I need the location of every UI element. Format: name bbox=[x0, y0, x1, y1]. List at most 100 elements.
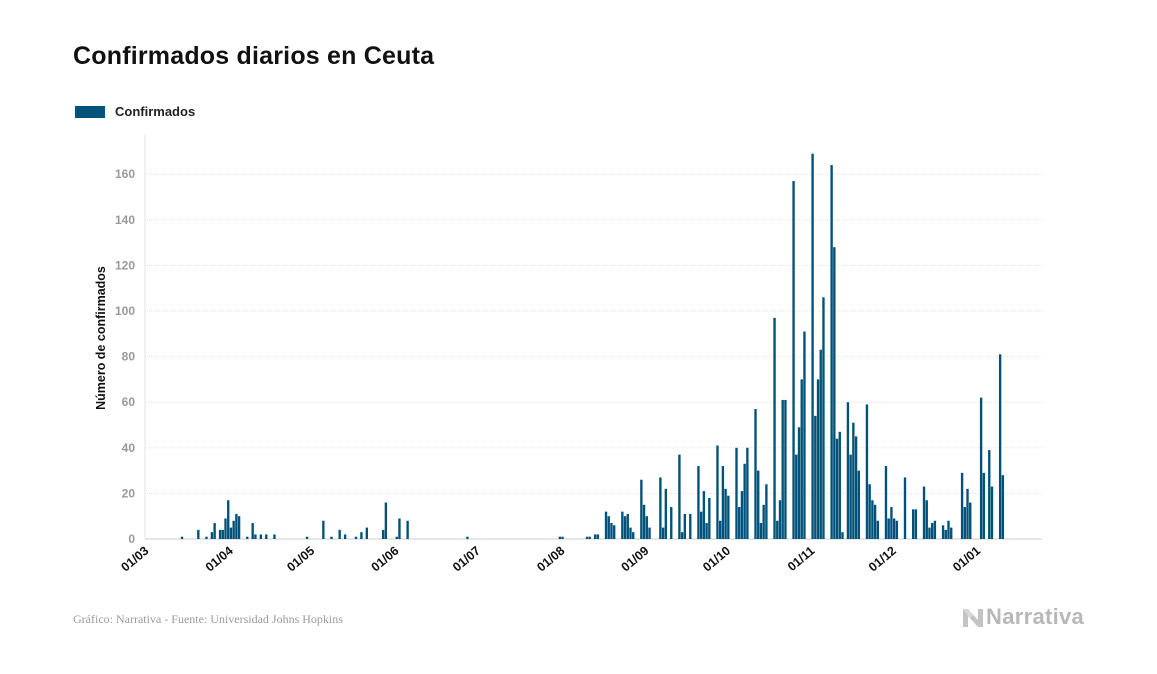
brand-name: Narrativa bbox=[986, 604, 1085, 629]
bar-2020-10-18 bbox=[773, 317, 776, 539]
bar-2020-11-30 bbox=[890, 507, 893, 539]
y-tick-label: 40 bbox=[122, 441, 136, 455]
bar-2020-04-29 bbox=[305, 536, 309, 539]
bar-2020-12-02 bbox=[895, 520, 899, 539]
bar-2020-11-11 bbox=[838, 431, 841, 539]
bar-2020-08-23 bbox=[621, 511, 624, 539]
bar-2020-11-09 bbox=[833, 247, 836, 539]
x-tick-label: 01/10 bbox=[700, 544, 733, 575]
bar-2020-11-29 bbox=[887, 518, 890, 539]
bar-2020-08-30 bbox=[640, 479, 643, 539]
bar-2020-09-28 bbox=[719, 520, 722, 539]
bar-2020-10-11 bbox=[754, 409, 757, 539]
bar-2020-11-05 bbox=[822, 297, 825, 539]
bar-2020-08-01 bbox=[561, 536, 564, 539]
bar-2020-10-21 bbox=[781, 399, 784, 539]
bar-2020-08-24 bbox=[623, 516, 627, 539]
bar-2020-11-17 bbox=[854, 436, 858, 539]
bar-2020-09-07 bbox=[661, 527, 665, 539]
bars bbox=[180, 153, 1005, 540]
bar-2020-12-05 bbox=[903, 477, 907, 539]
bar-2021-01-03 bbox=[982, 472, 986, 539]
bar-2020-10-28 bbox=[800, 379, 803, 539]
bar-2020-08-10 bbox=[585, 536, 589, 539]
y-tick-label: 140 bbox=[115, 213, 135, 227]
bar-2020-12-12 bbox=[922, 486, 926, 539]
bar-2020-08-20 bbox=[613, 525, 616, 539]
bar-2020-10-19 bbox=[776, 520, 779, 539]
y-axis-label: Número de confirmados bbox=[94, 266, 108, 410]
bar-2020-12-26 bbox=[960, 472, 964, 539]
bar-2020-04-17 bbox=[273, 534, 276, 539]
bar-2020-10-15 bbox=[765, 484, 768, 539]
bar-2020-10-12 bbox=[757, 470, 760, 539]
bar-2020-09-08 bbox=[664, 488, 668, 539]
bar-2020-04-10 bbox=[254, 534, 257, 539]
y-tick-label: 60 bbox=[122, 395, 136, 409]
bar-2020-10-08 bbox=[746, 447, 749, 539]
narrativa-logo-icon bbox=[963, 609, 983, 627]
bar-2020-12-08 bbox=[911, 509, 915, 539]
bar-2020-05-05 bbox=[322, 520, 325, 539]
bar-2020-09-27 bbox=[716, 445, 719, 539]
bar-2020-11-23 bbox=[871, 500, 874, 539]
bar-2020-06-02 bbox=[398, 518, 401, 539]
bar-2020-12-29 bbox=[969, 502, 972, 539]
bar-2020-03-20 bbox=[197, 529, 200, 539]
bar-2020-12-14 bbox=[928, 527, 931, 539]
bar-2020-09-21 bbox=[699, 511, 703, 539]
bar-2020-10-01 bbox=[727, 495, 730, 539]
y-tick-label: 80 bbox=[122, 350, 136, 364]
x-tick-label: 01/08 bbox=[534, 544, 567, 575]
x-tick-label: 01/11 bbox=[785, 544, 817, 574]
bar-2020-11-04 bbox=[819, 349, 822, 539]
bar-2020-11-14 bbox=[846, 402, 850, 539]
bar-2020-09-10 bbox=[670, 507, 673, 539]
bar-2020-12-28 bbox=[966, 488, 969, 539]
bar-2020-10-07 bbox=[743, 463, 746, 539]
bar-2020-11-15 bbox=[849, 454, 852, 539]
bar-2020-08-31 bbox=[642, 504, 646, 539]
bar-2020-09-24 bbox=[708, 497, 711, 539]
x-tick-label: 01/12 bbox=[866, 544, 899, 575]
y-tick-label: 0 bbox=[128, 532, 135, 546]
x-tick-label: 01/04 bbox=[203, 544, 236, 575]
y-tick-label: 120 bbox=[115, 258, 135, 272]
bar-2020-10-20 bbox=[778, 500, 782, 539]
bar-2020-04-04 bbox=[237, 516, 241, 539]
bar-2020-11-28 bbox=[884, 466, 888, 539]
bar-2020-08-14 bbox=[596, 534, 600, 539]
brand-logo: Narrativa bbox=[962, 604, 1084, 630]
bar-2020-11-12 bbox=[841, 532, 844, 539]
bar-2020-09-15 bbox=[683, 513, 687, 539]
bar-2020-04-12 bbox=[259, 534, 263, 539]
x-tick-label: 01/06 bbox=[369, 544, 402, 575]
x-tick-label: 01/03 bbox=[118, 544, 151, 575]
bar-2020-11-21 bbox=[865, 404, 869, 539]
bar-2020-10-27 bbox=[797, 427, 801, 539]
bar-2020-03-26 bbox=[213, 523, 216, 539]
bar-2020-11-25 bbox=[876, 520, 880, 539]
y-tick-label: 100 bbox=[115, 304, 135, 318]
bar-2020-03-29 bbox=[221, 529, 224, 539]
bar-2020-12-19 bbox=[941, 525, 945, 539]
bar-2020-09-23 bbox=[705, 523, 708, 539]
bar-2020-10-05 bbox=[738, 507, 741, 539]
bar-2020-11-08 bbox=[830, 165, 833, 539]
bar-2020-03-28 bbox=[218, 529, 222, 539]
bar-2020-08-17 bbox=[604, 511, 608, 539]
bar-2020-12-20 bbox=[944, 529, 947, 539]
bar-2020-11-10 bbox=[835, 438, 839, 539]
bar-2020-03-31 bbox=[227, 500, 230, 539]
bar-2020-05-11 bbox=[338, 529, 341, 539]
bar-2020-03-23 bbox=[205, 536, 208, 539]
bar-2020-07-31 bbox=[558, 536, 562, 539]
bar-2021-01-02 bbox=[979, 397, 983, 539]
bar-2020-04-03 bbox=[235, 513, 238, 539]
bar-2020-12-21 bbox=[947, 520, 950, 539]
bar-2020-10-22 bbox=[784, 399, 787, 539]
bar-2021-01-06 bbox=[990, 486, 994, 539]
bar-2020-09-06 bbox=[659, 477, 662, 539]
bar-2020-11-01 bbox=[811, 153, 814, 539]
